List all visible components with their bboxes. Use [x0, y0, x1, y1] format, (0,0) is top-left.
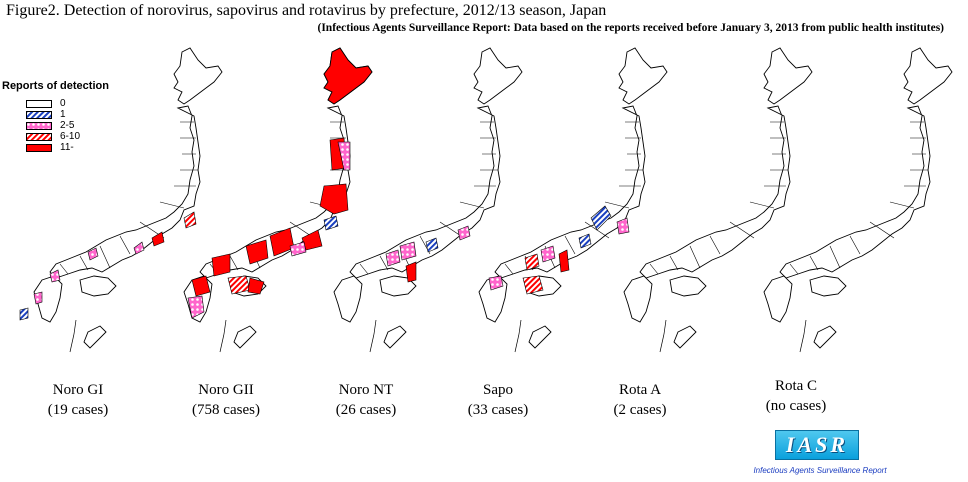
map-name: Noro GI — [52, 382, 104, 398]
figure-title: Figure2. Detection of norovirus, sapovir… — [6, 2, 607, 19]
legend-item-2: 2-5 — [26, 120, 109, 131]
legend-item-1: 1 — [26, 109, 109, 120]
legend: Reports of detection 0 1 2-5 6-10 11- — [2, 80, 109, 153]
map-caption-rota-a: Rota A (2 cases) — [580, 380, 700, 420]
map-caption-rota-c: Rota C (no cases) — [736, 376, 856, 416]
map-noro-nt — [333, 47, 523, 353]
legend-label: 11- — [60, 142, 74, 153]
map-noro-gii — [183, 47, 373, 353]
map-caption-noro-gii: Noro GII (758 cases) — [166, 380, 286, 420]
logo-text: IASR — [785, 432, 849, 457]
legend-label: 6-10 — [60, 131, 81, 142]
map-cases: (33 cases) — [467, 402, 529, 418]
legend-swatch-red — [26, 143, 52, 152]
map-cases: (2 cases) — [613, 402, 667, 418]
legend-swatch-pink-dots — [26, 121, 52, 130]
map-cases: (26 cases) — [335, 402, 397, 418]
map-name: Rota A — [618, 382, 662, 398]
map-cases: (no cases) — [765, 398, 827, 414]
map-name: Rota C — [774, 378, 818, 394]
map-name: Sapo — [483, 382, 513, 398]
map-noro-gi — [19, 47, 223, 353]
map-cases: (19 cases) — [47, 402, 109, 418]
maps-canvas — [19, 47, 953, 353]
legend-item-3: 6-10 — [26, 131, 109, 142]
legend-label: 2-5 — [60, 120, 75, 131]
legend-title: Reports of detection — [2, 80, 109, 92]
legend-item-0: 0 — [26, 98, 109, 109]
legend-swatch-red-hatch — [26, 132, 52, 141]
map-caption-sapo: Sapo (33 cases) — [438, 380, 558, 420]
figure-subtitle: (Infectious Agents Surveillance Report: … — [317, 22, 945, 34]
map-cases: (758 cases) — [192, 402, 260, 418]
map-name: Noro GII — [198, 382, 254, 398]
map-rota-c — [763, 47, 953, 353]
map-caption-noro-gi: Noro GI (19 cases) — [18, 380, 138, 420]
legend-label: 1 — [60, 109, 66, 120]
map-caption-noro-nt: Noro NT (26 cases) — [306, 380, 426, 420]
map-sapo — [478, 47, 668, 353]
iasr-logo: IASR — [775, 430, 859, 460]
legend-item-4: 11- — [26, 142, 109, 153]
legend-label: 0 — [60, 98, 66, 109]
legend-swatch-empty — [26, 99, 52, 108]
logo-subtext: Infectious Agents Surveillance Report — [753, 466, 887, 475]
legend-swatch-blue-hatch — [26, 110, 52, 119]
map-name: Noro NT — [338, 382, 394, 398]
